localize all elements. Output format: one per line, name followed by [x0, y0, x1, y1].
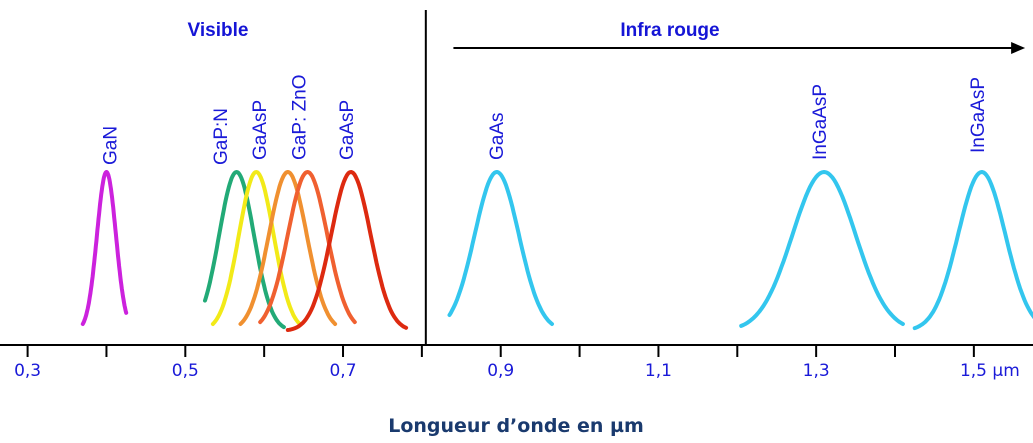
curves-group	[80, 170, 1033, 332]
emission-curve	[258, 170, 357, 325]
emission-curve	[210, 170, 302, 326]
peak-labels: GaN GaP:N GaAsP GaP: ZnO GaAsP GaAs InGaAsP InG…	[100, 74, 988, 165]
x-tick-label: 1,5 µm	[960, 361, 1020, 381]
peak-label: GaP:N	[211, 108, 232, 165]
peak-label: GaP: ZnO	[290, 74, 311, 160]
peak-label: GaAs	[487, 112, 508, 160]
x-tick-label: 0,3	[14, 361, 41, 381]
x-tick-label: 1,3	[803, 361, 830, 381]
emission-curve	[739, 170, 905, 328]
peak-label: GaAsP	[250, 100, 271, 160]
emission-curve	[447, 170, 554, 326]
visible-region-label: Visible	[188, 20, 249, 41]
x-tick-label: 0,5	[172, 361, 199, 381]
x-axis-ticks: 0,3 0,5 0,7 0,9 1,1 1,3 1,5 µm	[14, 345, 1020, 381]
peak-label: InGaAsP	[810, 84, 831, 160]
peak-label: GaAsP	[337, 100, 358, 160]
x-axis-title: Longueur d’onde en µm	[388, 415, 644, 437]
peak-label: InGaAsP	[968, 77, 989, 153]
emission-curve	[285, 170, 409, 332]
emission-curve	[912, 170, 1033, 331]
infrared-region-label: Infra rouge	[620, 20, 719, 41]
peak-label: GaN	[100, 126, 121, 165]
x-tick-label: 0,9	[487, 361, 514, 381]
x-tick-label: 1,1	[645, 361, 672, 381]
x-tick-label: 0,7	[329, 361, 356, 381]
infrared-arrowhead-icon	[1011, 42, 1026, 54]
emission-curve	[80, 170, 129, 326]
